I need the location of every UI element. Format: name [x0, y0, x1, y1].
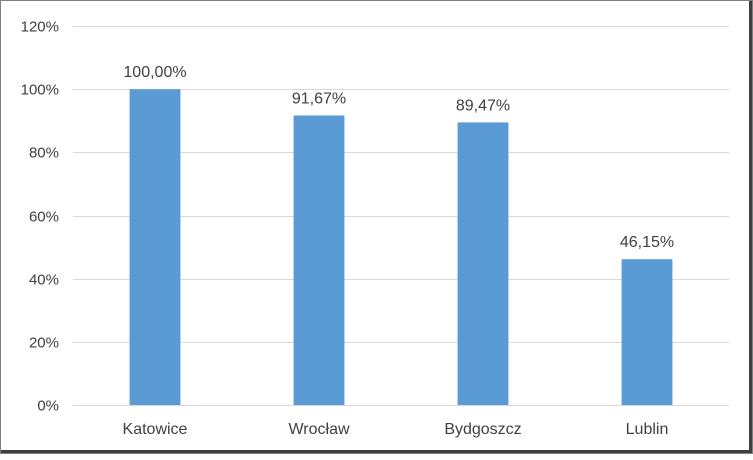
x-axis-labels: Katowice Wrocław Bydgoszcz Lublin: [123, 421, 669, 438]
bar-lublin: [621, 259, 673, 405]
y-axis-labels: 0% 20% 40% 60% 80% 100% 120%: [21, 19, 59, 415]
y-tick-label: 60%: [29, 209, 59, 226]
data-label: 46,15%: [620, 234, 674, 251]
bar-wrocław: [293, 115, 345, 405]
bar-katowice: [129, 89, 181, 406]
data-label: 91,67%: [292, 90, 346, 107]
x-category-label: Lublin: [626, 421, 669, 438]
y-tick-label: 100%: [21, 82, 59, 99]
grid-lines: [73, 26, 729, 406]
x-category-label: Bydgoszcz: [444, 421, 521, 438]
y-tick-label: 40%: [29, 272, 59, 289]
data-label: 89,47%: [456, 97, 510, 114]
bars: [129, 89, 673, 406]
y-tick-label: 80%: [29, 145, 59, 162]
y-tick-label: 120%: [21, 19, 59, 36]
x-category-label: Wrocław: [288, 421, 349, 438]
y-tick-label: 0%: [37, 398, 59, 415]
y-tick-label: 20%: [29, 335, 59, 352]
bar-bydgoszcz: [457, 122, 509, 405]
data-label: 100,00%: [123, 64, 186, 81]
data-labels: 100,00% 91,67% 89,47% 46,15%: [123, 64, 674, 251]
x-category-label: Katowice: [123, 421, 188, 438]
